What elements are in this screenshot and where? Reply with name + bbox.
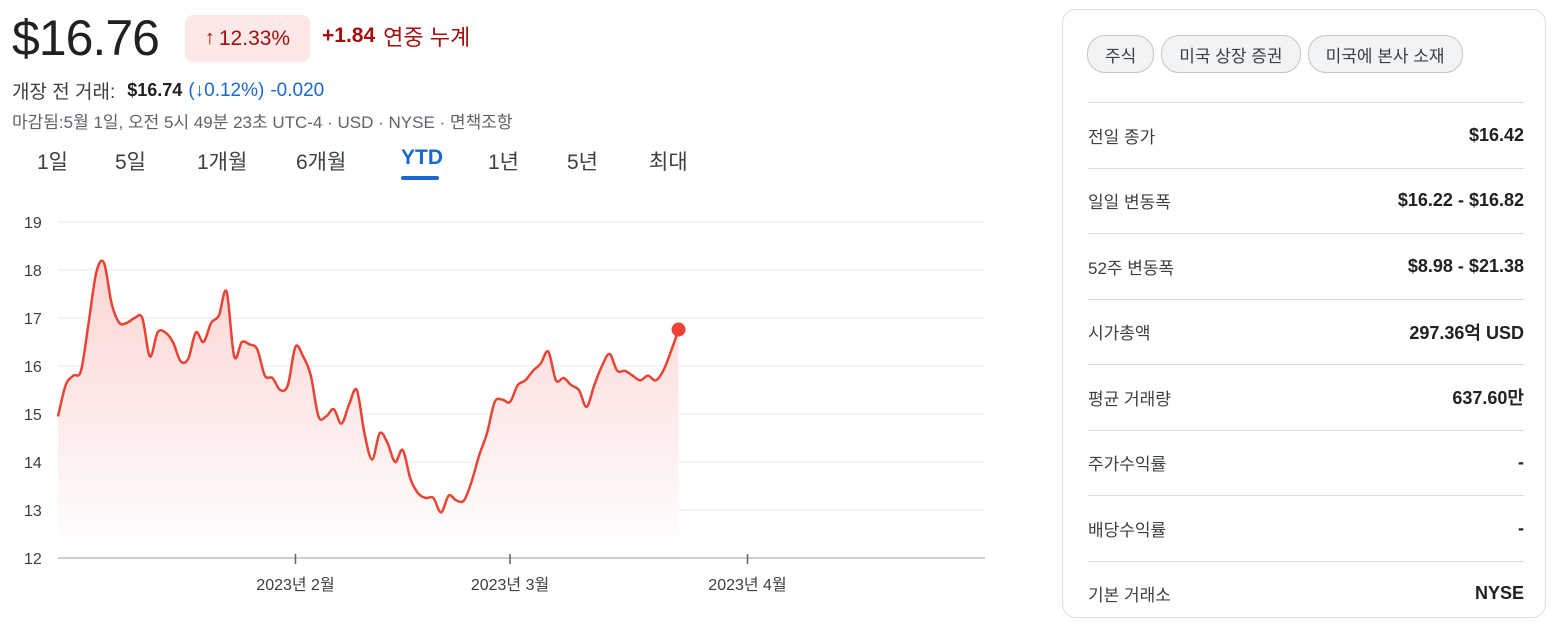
premarket-change: (↓0.12%) xyxy=(188,80,264,102)
y-tick-label: 13 xyxy=(24,503,42,520)
stat-value: $8.98 - $21.38 xyxy=(1408,256,1524,277)
stat-label[interactable]: 주가수익률 xyxy=(1088,450,1166,475)
chip-us-listed[interactable]: 미국 상장 증권 xyxy=(1161,35,1300,73)
tab-1d[interactable]: 1일 xyxy=(37,146,68,176)
premarket-label: 개장 전 거래: xyxy=(12,77,115,104)
stat-value: $16.22 - $16.82 xyxy=(1398,190,1524,211)
stock-info-card: 주식 미국 상장 증권 미국에 본사 소재 전일 종가 $16.42 일일 변동… xyxy=(1062,9,1546,618)
current-price-marker xyxy=(672,323,686,337)
price-chart[interactable]: 12 13 14 15 16 17 18 19 2023년 2월 2023년 3월 2023년 4월 xyxy=(0,195,1000,605)
stat-label[interactable]: 평균 거래량 xyxy=(1088,385,1171,410)
stat-row-primary-exchange: 기본 거래소 NYSE xyxy=(1088,561,1524,626)
stat-row-avg-volume: 평균 거래량 637.60만 xyxy=(1088,364,1524,430)
stat-value: 637.60만 xyxy=(1452,384,1524,410)
current-price: $16.76 xyxy=(12,8,159,68)
stat-row-52w-range: 52주 변동폭 $8.98 - $21.38 xyxy=(1088,233,1524,299)
chip-us-headquartered[interactable]: 미국에 본사 소재 xyxy=(1308,35,1463,73)
premarket-row: 개장 전 거래: $16.74 (↓0.12%) -0.020 xyxy=(12,77,324,104)
stat-label[interactable]: 전일 종가 xyxy=(1088,123,1155,148)
tab-ytd[interactable]: YTD xyxy=(401,146,443,170)
premarket-price: $16.74 xyxy=(127,80,182,101)
stat-row-day-range: 일일 변동폭 $16.22 - $16.82 xyxy=(1088,168,1524,234)
y-tick-label: 18 xyxy=(24,263,42,280)
stat-row-pe-ratio: 주가수익률 - xyxy=(1088,430,1524,496)
arrow-down-icon: ↓ xyxy=(195,80,205,101)
tab-max[interactable]: 최대 xyxy=(649,146,688,176)
change-percent: 12.33% xyxy=(219,27,290,51)
tab-5d[interactable]: 5일 xyxy=(115,146,146,176)
y-tick-label: 19 xyxy=(24,215,42,232)
y-tick-label: 14 xyxy=(24,455,42,472)
stat-label[interactable]: 배당수익률 xyxy=(1088,516,1166,541)
y-tick-label: 17 xyxy=(24,311,42,328)
change-summary: +1.84 연중 누계 xyxy=(322,20,470,52)
market-closed-note[interactable]: 마감됨:5월 1일, 오전 5시 49분 23초 UTC-4 · USD · N… xyxy=(12,108,513,133)
stat-value: NYSE xyxy=(1475,583,1524,604)
change-absolute: +1.84 xyxy=(322,24,375,48)
x-tick-label: 2023년 2월 xyxy=(256,576,334,594)
period-label: 연중 누계 xyxy=(383,20,470,52)
stat-value: - xyxy=(1518,518,1524,539)
premarket-change-pct: 0.12%) xyxy=(204,80,264,101)
stat-label[interactable]: 52주 변동폭 xyxy=(1088,254,1174,279)
y-tick-label: 12 xyxy=(24,551,42,568)
chip-stock[interactable]: 주식 xyxy=(1087,35,1154,73)
x-tick-label: 2023년 3월 xyxy=(471,576,549,594)
stat-value: 297.36억 USD xyxy=(1409,319,1524,345)
tab-5y[interactable]: 5년 xyxy=(567,146,598,176)
price-area-fill xyxy=(58,261,679,558)
stat-label[interactable]: 기본 거래소 xyxy=(1088,581,1171,606)
tab-1y[interactable]: 1년 xyxy=(488,146,519,176)
quote-panel: $16.76 ↑ 12.33% +1.84 연중 누계 개장 전 거래: $16… xyxy=(0,0,1000,623)
stat-row-market-cap: 시가총액 297.36억 USD xyxy=(1088,299,1524,365)
tab-1m[interactable]: 1개월 xyxy=(197,146,247,176)
x-tick-label: 2023년 4월 xyxy=(708,576,786,594)
stats-table: 전일 종가 $16.42 일일 변동폭 $16.22 - $16.82 52주 … xyxy=(1088,102,1524,626)
y-tick-label: 16 xyxy=(24,359,42,376)
category-chips: 주식 미국 상장 증권 미국에 본사 소재 xyxy=(1087,35,1463,73)
change-percent-badge: ↑ 12.33% xyxy=(185,15,310,62)
stat-label[interactable]: 시가총액 xyxy=(1088,319,1151,344)
stat-value: $16.42 xyxy=(1469,125,1524,146)
stat-row-dividend-yield: 배당수익률 - xyxy=(1088,495,1524,561)
stat-label[interactable]: 일일 변동폭 xyxy=(1088,188,1171,213)
tab-6m[interactable]: 6개월 xyxy=(296,146,346,176)
stat-value: - xyxy=(1518,452,1524,473)
premarket-change-abs: -0.020 xyxy=(270,80,324,102)
y-tick-label: 15 xyxy=(24,407,42,424)
stat-row-prev-close: 전일 종가 $16.42 xyxy=(1088,102,1524,168)
arrow-up-icon: ↑ xyxy=(205,27,215,50)
active-tab-indicator xyxy=(401,176,439,180)
